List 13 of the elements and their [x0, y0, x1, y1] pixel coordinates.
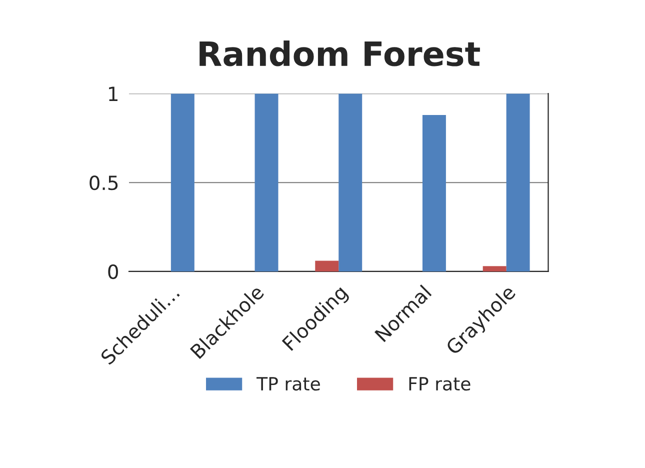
chart-title: Random Forest [200, 40, 480, 66]
bar [315, 260, 339, 272]
y-tick-label: 0 [108, 264, 118, 280]
legend-label: FP rate [409, 377, 470, 391]
legend-label: TP rate [256, 377, 320, 391]
bar [506, 94, 530, 272]
bar [338, 94, 362, 272]
bar [170, 94, 194, 272]
bar [254, 94, 278, 272]
y-tick-label: 1 [109, 86, 118, 101]
y-tick-label: 0.5 [90, 175, 118, 190]
bar [482, 266, 506, 272]
bar [422, 114, 446, 272]
